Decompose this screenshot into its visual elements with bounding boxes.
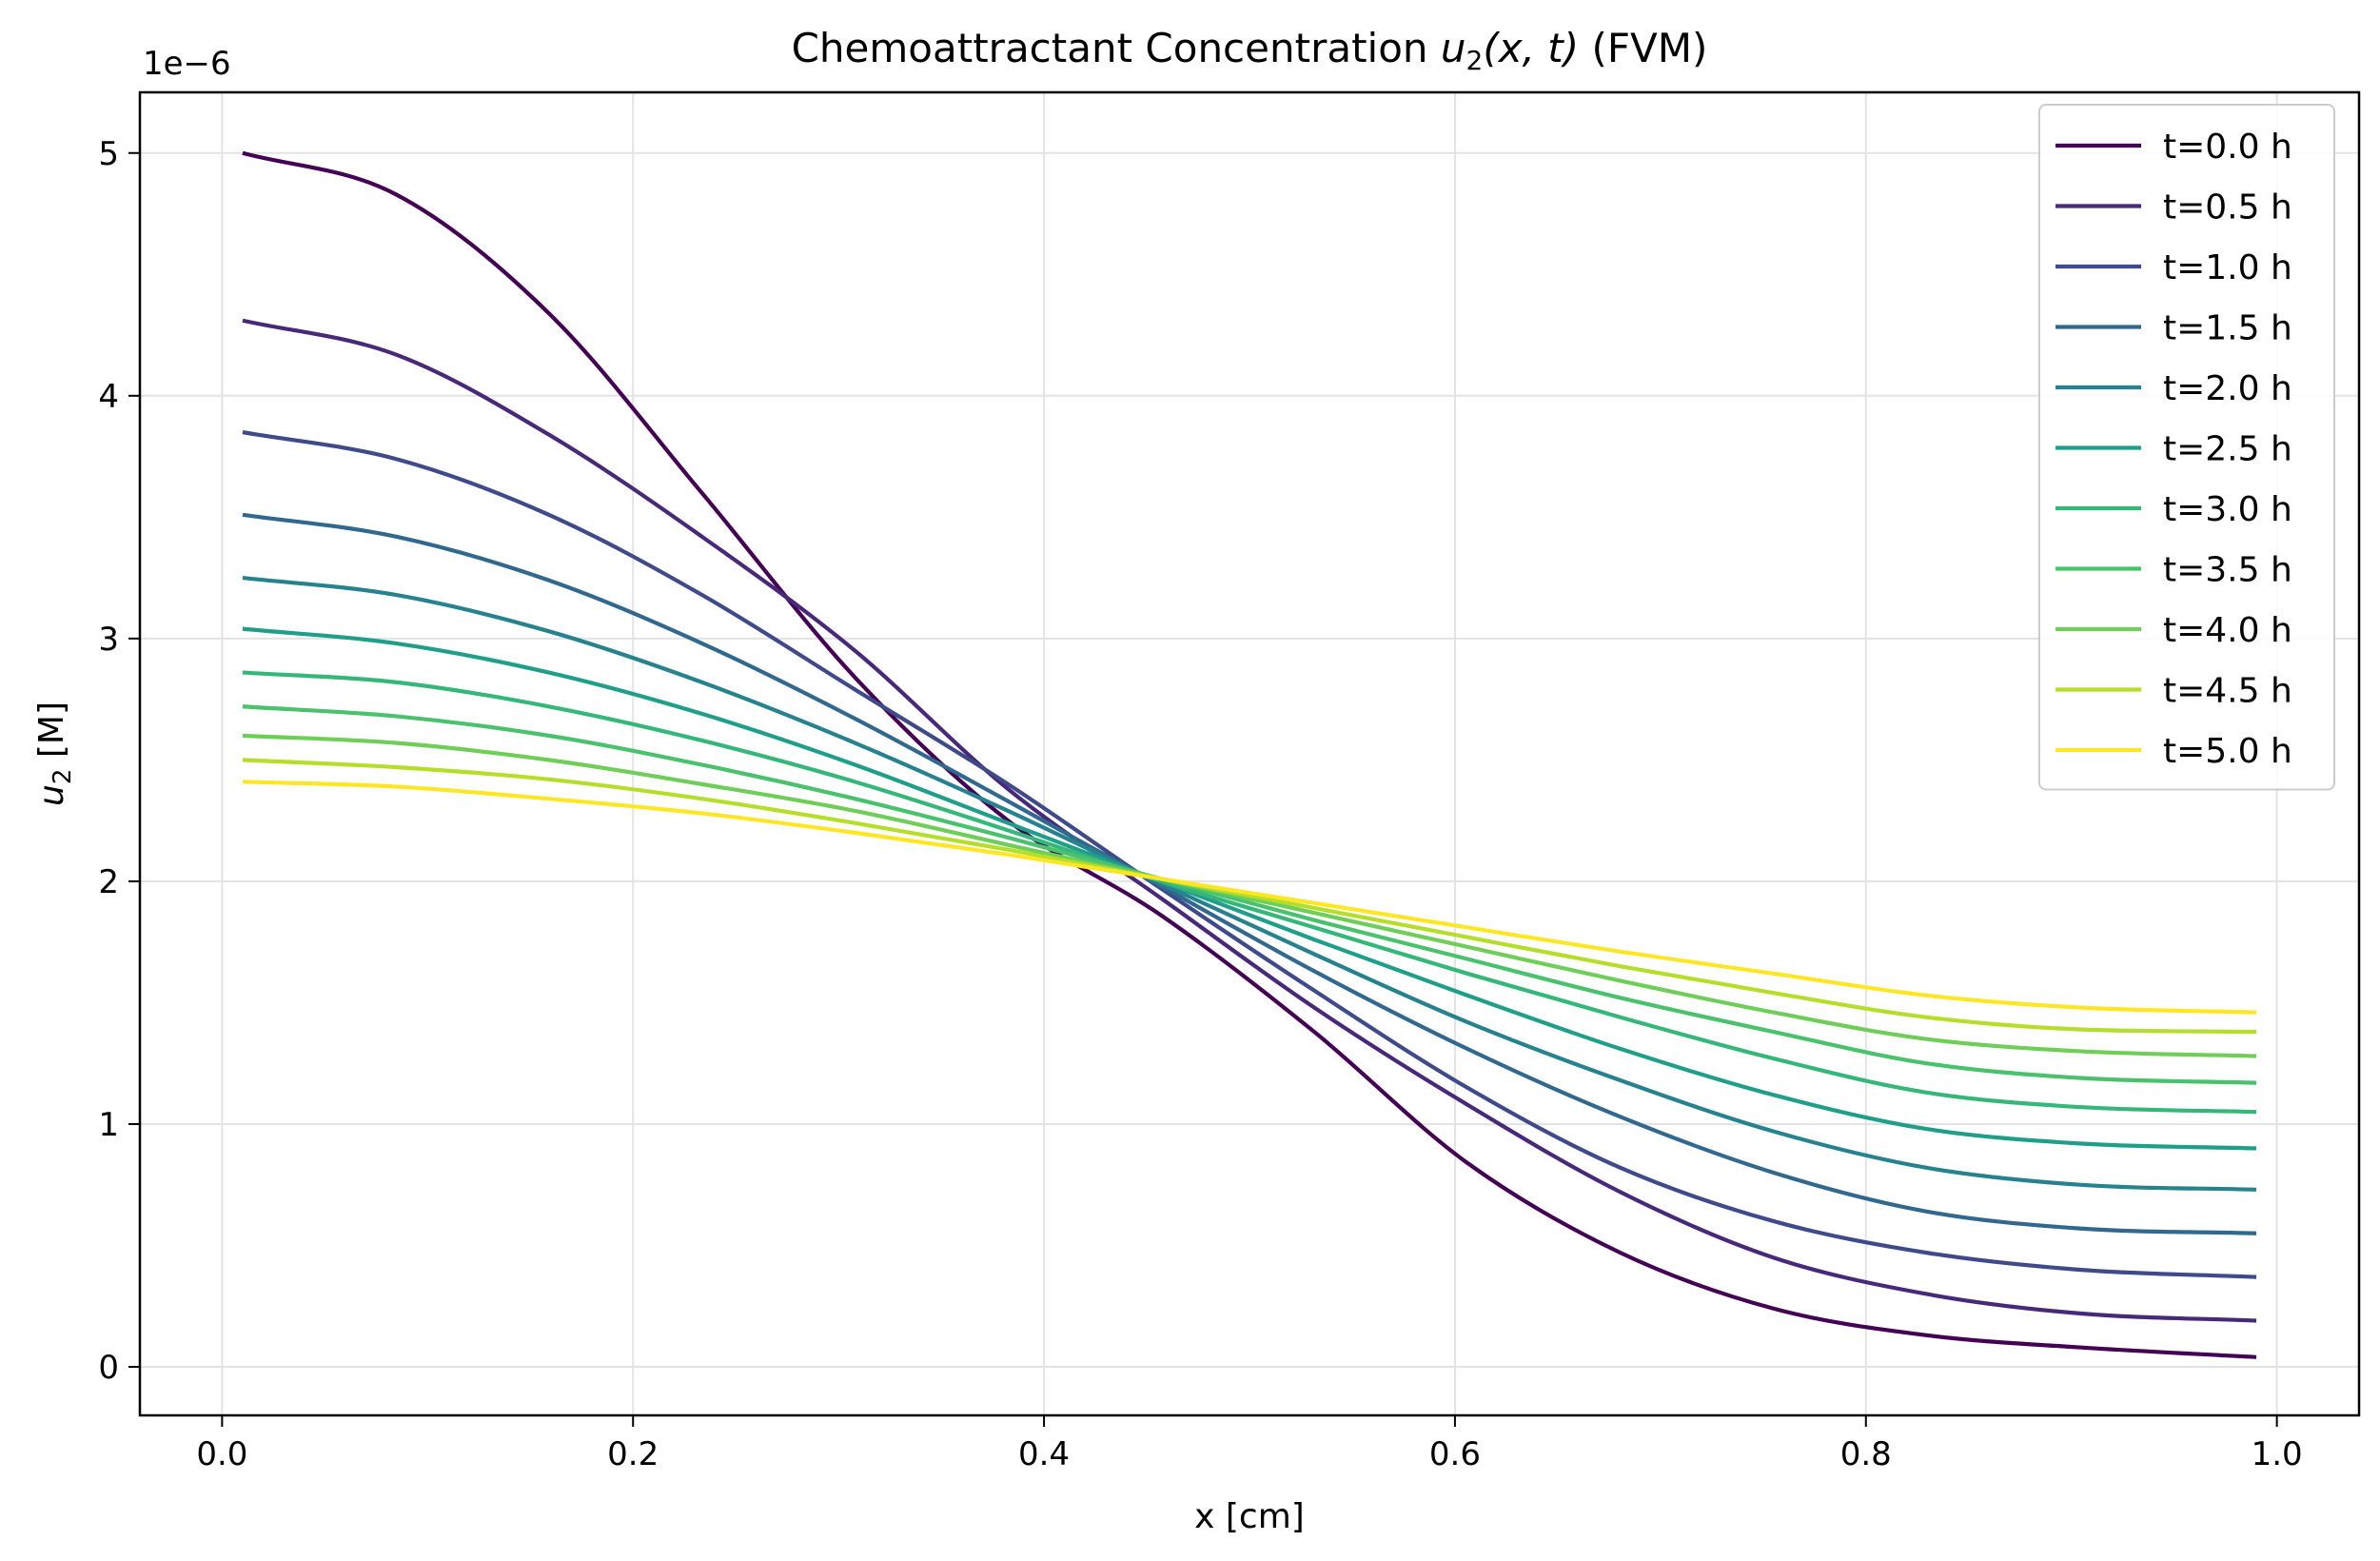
x-axis-label: x [cm] — [1194, 1497, 1305, 1536]
legend-label: t=0.5 h — [2163, 188, 2292, 227]
series-line-5 — [242, 626, 2257, 1151]
y-ticks: 0 1 2 3 4 5 — [98, 135, 140, 1387]
y-tick-label: 5 — [98, 135, 119, 173]
plot-frame — [138, 90, 2361, 1417]
x-tick-label: 0.8 — [1840, 1435, 1892, 1473]
series-line-1 — [242, 318, 2257, 1323]
legend-box — [2038, 104, 2335, 791]
series-line-8 — [242, 733, 2257, 1058]
series-line-6 — [242, 670, 2257, 1115]
legend: t=0.0 h t=0.5 h t=1.0 h t=1.5 h t=2.0 h t=2.5… — [2038, 104, 2335, 791]
legend-label: t=1.5 h — [2163, 309, 2292, 348]
x-tick-label: 1.0 — [2252, 1435, 2303, 1473]
legend-label: t=3.5 h — [2163, 551, 2292, 590]
series-line-7 — [242, 704, 2257, 1085]
legend-label: t=1.0 h — [2163, 248, 2292, 287]
x-tick-label: 0.6 — [1429, 1435, 1481, 1473]
legend-label: t=3.0 h — [2163, 490, 2292, 529]
series-lines — [242, 150, 2257, 1359]
legend-label: t=4.0 h — [2163, 611, 2292, 650]
chart-title: Chemoattractant Concentration u2(x, t) (… — [792, 25, 1708, 76]
series-line-4 — [242, 576, 2257, 1192]
y-multiplier: 1e−6 — [143, 45, 231, 83]
y-tick-label: 0 — [98, 1349, 119, 1387]
y-tick-label: 3 — [98, 621, 119, 659]
legend-label: t=2.5 h — [2163, 430, 2292, 469]
series-line-0 — [242, 150, 2257, 1359]
series-line-3 — [242, 512, 2257, 1235]
legend-label: t=0.0 h — [2163, 128, 2292, 167]
x-tick-label: 0.4 — [1018, 1435, 1070, 1473]
y-tick-label: 2 — [98, 863, 119, 901]
y-tick-label: 4 — [98, 378, 119, 416]
x-tick-label: 0.0 — [196, 1435, 247, 1473]
y-tick-label: 1 — [98, 1106, 119, 1144]
legend-label: t=2.0 h — [2163, 369, 2292, 408]
series-line-9 — [242, 758, 2257, 1035]
y-axis-label: u2 [M] — [32, 701, 77, 806]
series-line-2 — [242, 429, 2257, 1279]
x-tick-label: 0.2 — [607, 1435, 659, 1473]
x-ticks: 0.0 0.2 0.4 0.6 0.8 1.0 — [196, 1415, 2303, 1473]
legend-label: t=4.5 h — [2163, 672, 2292, 711]
series-line-10 — [242, 780, 2257, 1015]
legend-label: t=5.0 h — [2163, 732, 2292, 771]
